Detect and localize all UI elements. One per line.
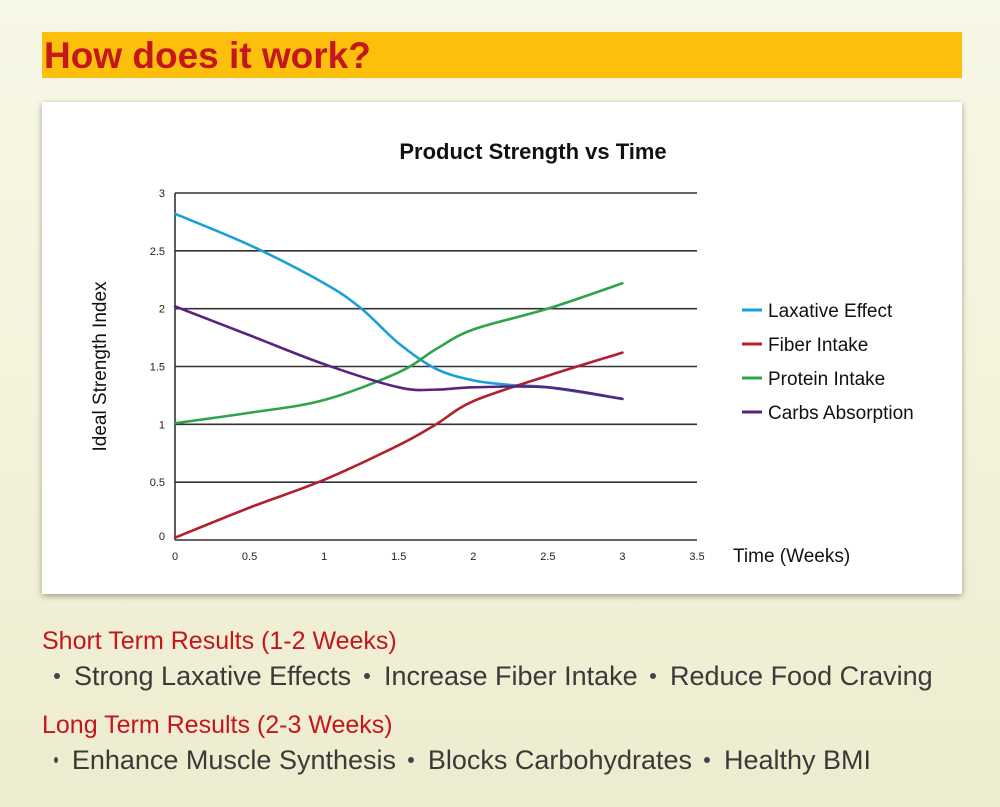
x-tick-label: 1.5 [391,551,406,563]
y-tick-label: 0 [159,531,165,543]
long-term-section: Long Term Results (2-3 Weeks) Enhance Mu… [42,710,871,776]
list-item: Strong Laxative Effects [42,660,352,692]
y-axis-label: Ideal Strength Index [90,281,111,452]
header-banner: How does it work? [42,32,962,78]
bullet-dot-icon [364,673,370,679]
x-tick-label: 1 [321,551,327,563]
y-tick-label: 1 [159,419,165,431]
legend-label-carbs-absorption: Carbs Absorption [768,403,914,424]
short-term-heading: Short Term Results (1-2 Weeks) [42,627,397,655]
bullet-dot-icon [704,757,710,763]
legend-label-laxative-effect: Laxative Effect [768,301,893,322]
y-tick-label: 1.5 [150,362,165,374]
page-title: How does it work? [44,35,371,76]
short-term-list: Strong Laxative Effects Increase Fiber I… [42,660,933,692]
x-tick-label: 0.5 [242,551,257,563]
short-term-section: Short Term Results (1-2 Weeks) Strong La… [42,626,933,692]
legend-label-protein-intake: Protein Intake [768,369,885,390]
legend-label-fiber-intake: Fiber Intake [768,335,868,356]
bullet-dot-icon [408,757,414,763]
list-item: Increase Fiber Intake [352,660,638,692]
chart-card: Product Strength vs Time Ideal Strength … [42,102,962,594]
line-chart: Product Strength vs Time Ideal Strength … [90,139,914,567]
list-item: Blocks Carbohydrates [396,744,692,776]
bullet-dot-icon [650,673,656,679]
x-tick-label: 0 [172,551,178,563]
long-term-heading: Long Term Results (2-3 Weeks) [42,711,393,739]
x-tick-label: 3 [619,551,625,563]
series-line-protein-intake [173,281,624,425]
x-tick-label: 2 [470,551,476,563]
list-item: Reduce Food Craving [638,660,933,692]
bullet-dot-icon [54,757,58,763]
series-line-fiber-intake [173,351,624,539]
y-tick-label: 3 [159,188,165,200]
series-line-carbs-absorption [173,305,624,401]
x-tick-label: 3.5 [689,551,704,563]
x-tick-label: 2.5 [540,551,555,563]
bullet-dot-icon [54,673,60,679]
list-item: Healthy BMI [692,744,871,776]
chart-title: Product Strength vs Time [399,139,666,164]
x-axis-label: Time (Weeks) [733,546,850,567]
list-item: Enhance Muscle Synthesis [42,744,396,776]
long-term-list: Enhance Muscle Synthesis Blocks Carbohyd… [42,744,871,776]
y-tick-label: 2.5 [150,246,165,258]
y-tick-label: 2 [159,304,165,316]
y-tick-label: 0.5 [150,477,165,489]
